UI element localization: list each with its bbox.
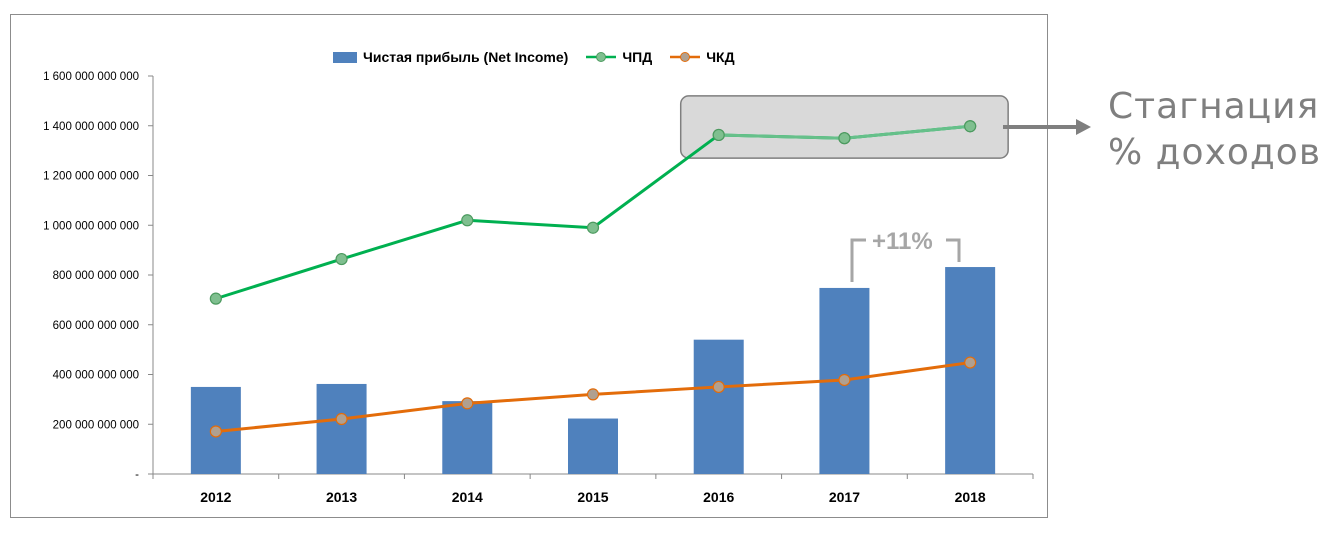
y-tick-label: 200 000 000 000 (53, 419, 139, 431)
legend-swatch-chpd (586, 52, 617, 62)
y-tick-label: 1 400 000 000 000 (43, 121, 139, 133)
bar-net-income (945, 267, 996, 474)
point-chpd (712, 128, 725, 142)
point-chkd (838, 373, 851, 387)
stagnation-callout: Стагнация % доходов (1108, 84, 1321, 176)
x-tick-label: 2017 (829, 489, 860, 505)
y-tick-label: 600 000 000 000 (53, 320, 139, 332)
y-tick-label: - (135, 469, 139, 481)
y-tick-label: 400 000 000 000 (53, 370, 139, 382)
y-tick-label: 1 000 000 000 000 (43, 220, 139, 232)
legend-item-net-income: Чистая прибыль (Net Income) (333, 49, 568, 65)
bar-net-income (568, 418, 618, 474)
bar-net-income (316, 383, 367, 474)
point-chkd (964, 356, 977, 369)
point-chkd (586, 388, 600, 401)
chart-legend: Чистая прибыль (Net Income) ЧПД ЧКД (333, 47, 735, 67)
point-chkd (712, 380, 725, 394)
point-chpd (335, 252, 348, 266)
growth-annotation: +11% (872, 228, 933, 255)
legend-label-chkd: ЧКД (706, 49, 735, 65)
point-chkd (335, 412, 348, 426)
x-tick-label: 2015 (577, 489, 608, 505)
callout-line-1: Стагнация (1108, 86, 1320, 127)
point-chpd (838, 132, 851, 145)
legend-swatch-net-income (333, 51, 357, 63)
legend-swatch-chkd (670, 52, 701, 62)
y-tick-label: 800 000 000 000 (53, 270, 139, 282)
point-chkd (461, 397, 474, 410)
x-tick-label: 2012 (200, 489, 231, 505)
x-tick-label: 2016 (703, 489, 734, 505)
chart-frame: - 200 000 000 000 400 000 000 000 600 000 0… (10, 14, 1048, 518)
point-chpd (209, 292, 222, 305)
bar-net-income (693, 339, 744, 474)
legend-label-net-income: Чистая прибыль (Net Income) (363, 49, 569, 65)
x-tick-label: 2013 (326, 489, 357, 505)
point-chpd (586, 221, 600, 234)
point-chpd (964, 120, 977, 133)
callout-line-2: % доходов (1108, 132, 1322, 173)
chart-plot: - 200 000 000 000 400 000 000 000 600 000 0… (43, 71, 1034, 505)
x-tick-label: 2014 (452, 489, 483, 505)
legend-label-chpd: ЧПД (622, 49, 653, 65)
callout-arrow-head (1076, 119, 1091, 135)
y-tick-label: 1 200 000 000 000 (43, 171, 139, 183)
point-chpd (461, 214, 474, 227)
legend-item-chpd: ЧПД (586, 49, 652, 65)
bar-net-income (442, 401, 493, 474)
point-chkd (209, 425, 222, 438)
legend-item-chkd: ЧКД (670, 49, 735, 65)
y-tick-label: 1 600 000 000 000 (43, 71, 139, 83)
x-tick-label: 2018 (955, 489, 986, 505)
